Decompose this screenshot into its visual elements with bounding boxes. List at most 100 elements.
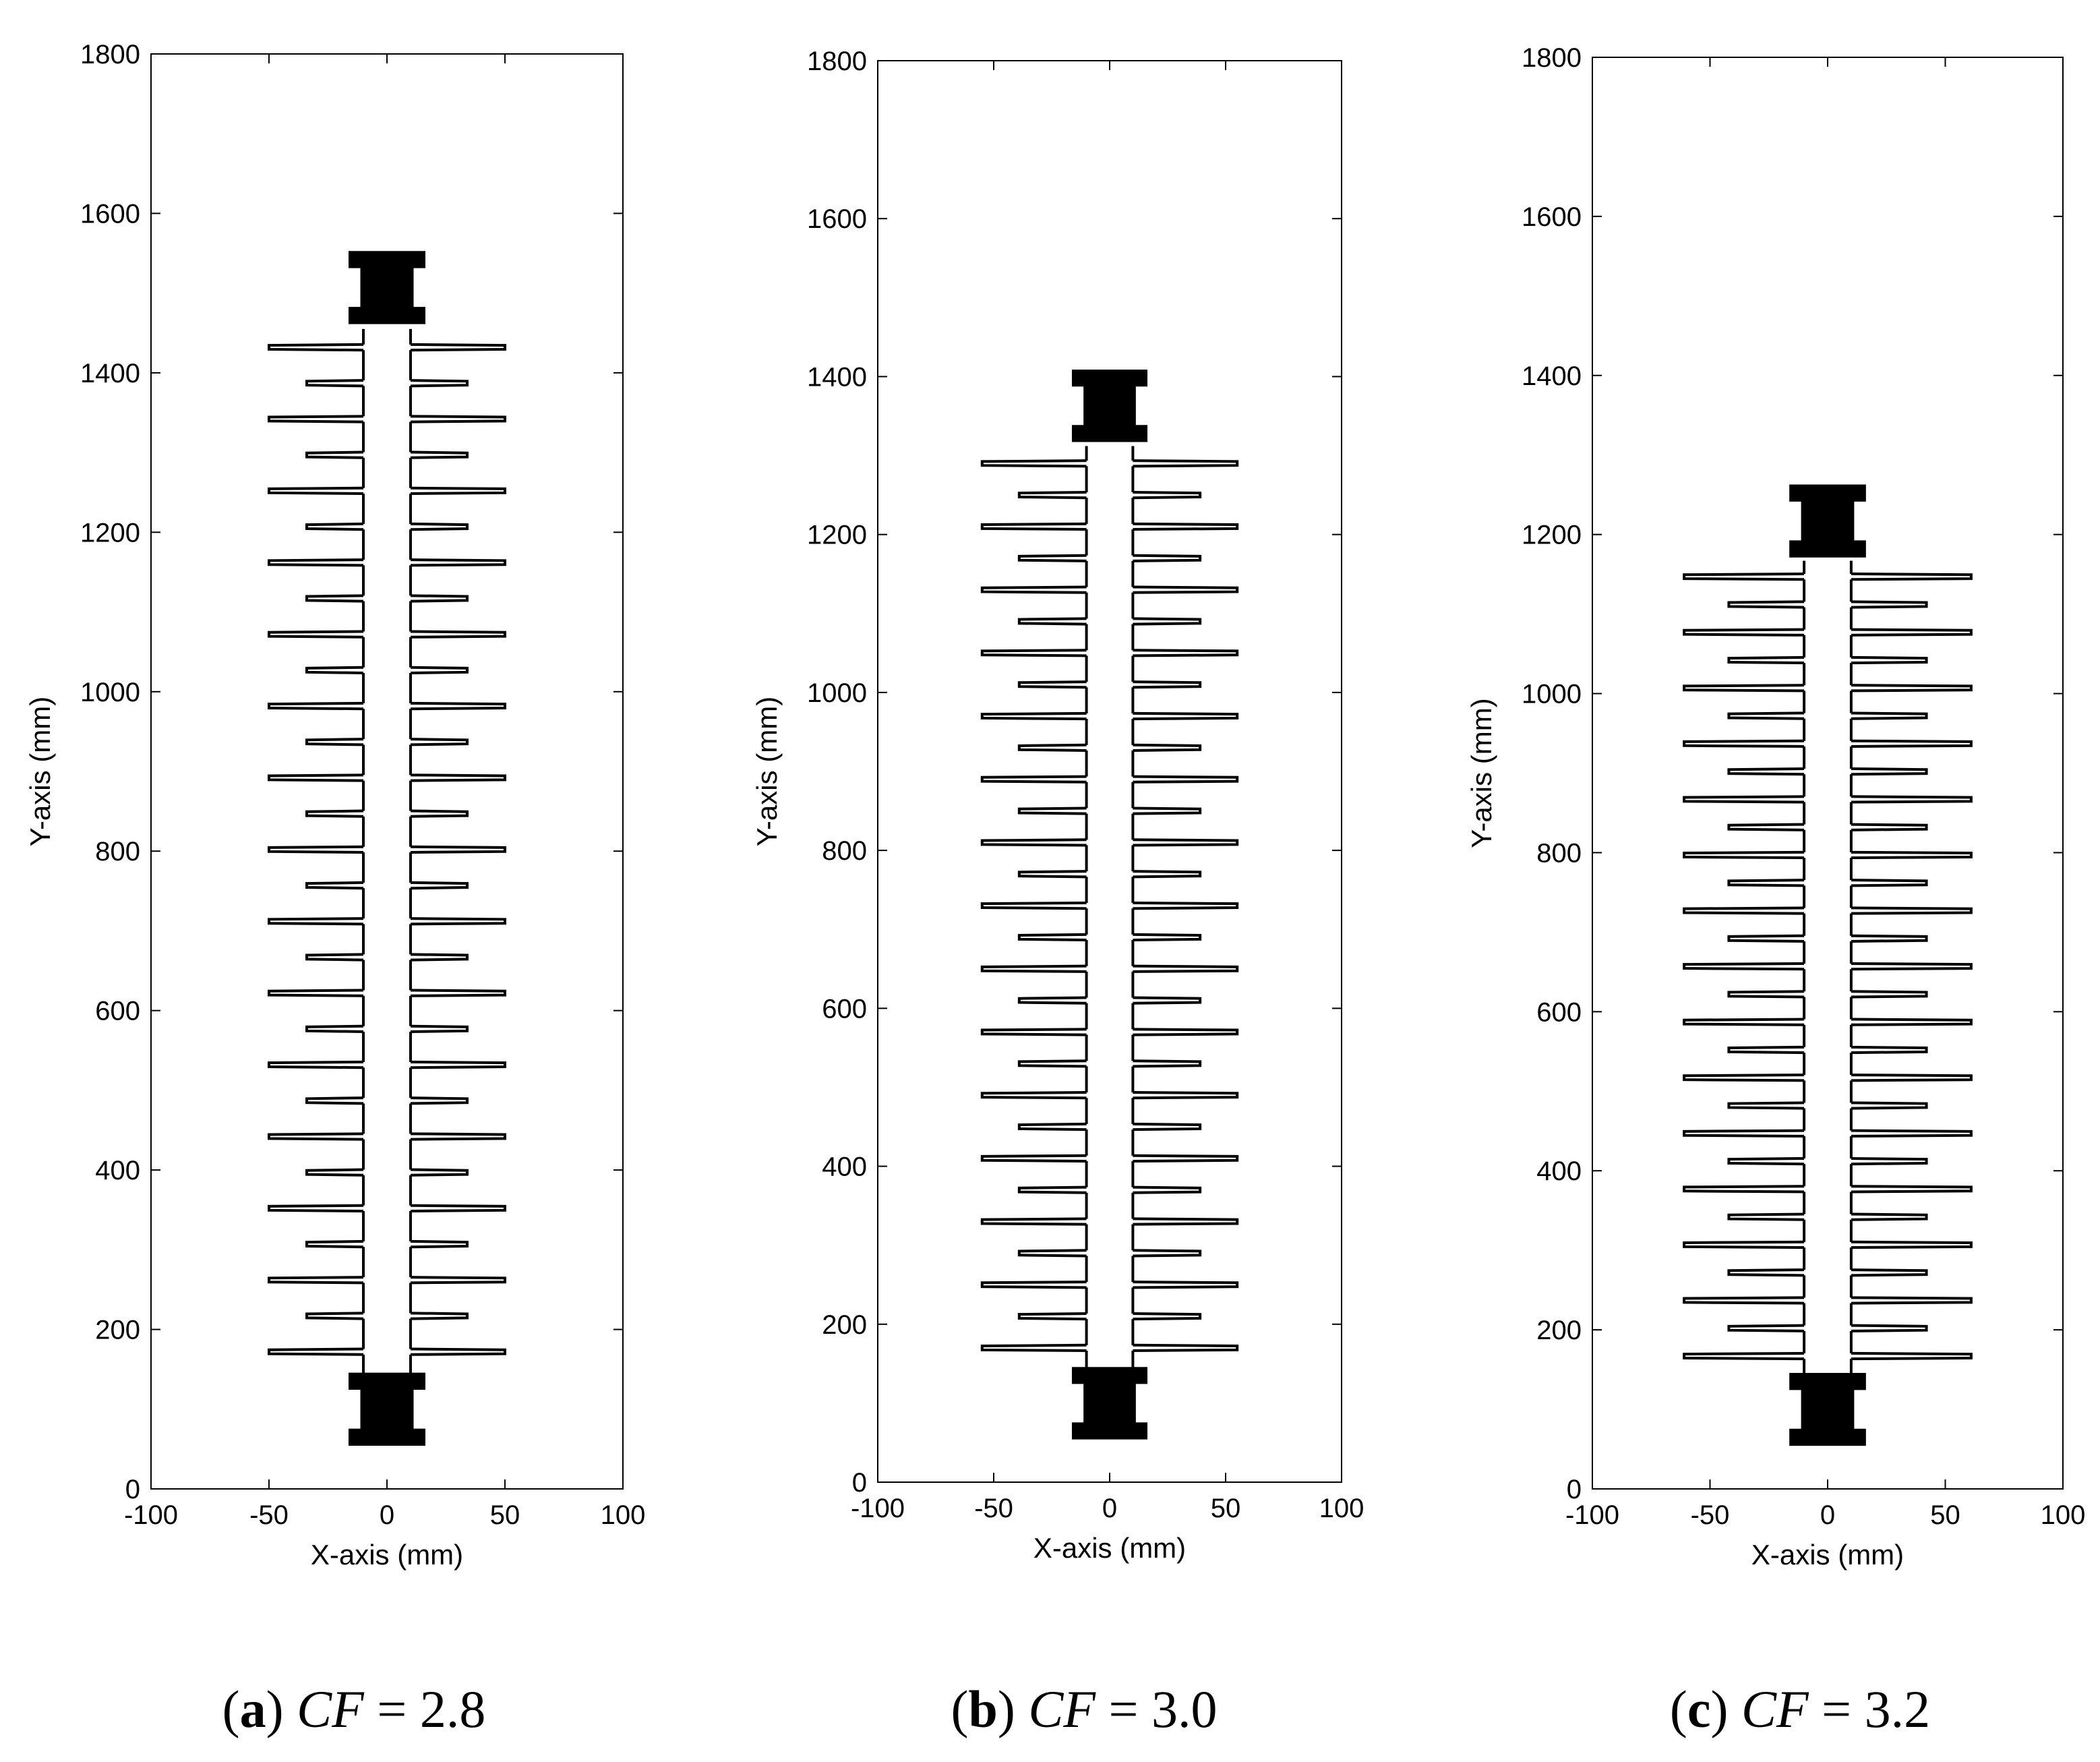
- small-shed-left: [1727, 767, 1805, 776]
- large-shed-left: [1683, 1296, 1805, 1305]
- y-tick-label: 1800: [80, 40, 140, 69]
- y-tick-label: 600: [822, 994, 867, 1024]
- large-shed-right: [1851, 1296, 1973, 1305]
- small-shed-right: [410, 738, 469, 746]
- x-tick-label: 0: [1102, 1494, 1117, 1523]
- small-shed-left: [1017, 1122, 1087, 1132]
- small-shed-left: [1727, 879, 1805, 887]
- large-shed-left: [1683, 628, 1805, 637]
- small-shed-left: [1727, 711, 1805, 720]
- small-shed-right: [410, 1168, 469, 1177]
- small-shed-right: [410, 1096, 469, 1105]
- large-shed-right: [1851, 1018, 1973, 1026]
- large-shed-left: [1683, 906, 1805, 915]
- small-shed-right: [1133, 1312, 1202, 1321]
- small-shed-left: [305, 666, 364, 674]
- large-shed-left: [980, 838, 1087, 847]
- large-shed-left: [1683, 850, 1805, 860]
- small-shed-right: [410, 594, 469, 603]
- caption-b: (b) CF = 3.0: [951, 1680, 1218, 1738]
- large-shed-right: [1851, 795, 1973, 804]
- large-shed-right: [1133, 964, 1239, 973]
- large-shed-right: [1851, 1240, 1973, 1250]
- small-shed-right: [1851, 655, 1928, 665]
- small-shed-left: [305, 738, 364, 746]
- large-shed-left: [980, 459, 1087, 468]
- small-shed-left: [305, 522, 364, 531]
- caption-b-letter: b: [968, 1680, 998, 1738]
- x-tick-label: 50: [1211, 1494, 1241, 1523]
- large-shed-right: [1133, 585, 1239, 594]
- small-shed-right: [410, 1312, 469, 1320]
- large-shed-left: [268, 701, 364, 711]
- y-tick-label: 1800: [807, 47, 867, 76]
- bottom-end-fitting-b: [1071, 1367, 1148, 1440]
- large-shed-right: [410, 1204, 506, 1212]
- large-shed-right: [410, 343, 506, 352]
- large-shed-right: [410, 845, 506, 854]
- plot-frame-c: [1592, 57, 2064, 1490]
- small-shed-left: [1017, 996, 1087, 1005]
- small-shed-left: [1727, 600, 1805, 609]
- x-axis-label-b: X-axis (mm): [1033, 1532, 1186, 1564]
- small-shed-right: [410, 881, 469, 890]
- large-shed-left: [1683, 1185, 1805, 1194]
- small-shed-right: [1133, 933, 1202, 942]
- x-tick-label: -100: [851, 1494, 905, 1523]
- x-tick-label: 100: [2041, 1500, 2086, 1530]
- large-shed-right: [1133, 522, 1239, 531]
- large-shed-left: [268, 989, 364, 997]
- large-shed-left: [268, 630, 364, 639]
- y-tick-label: 400: [1536, 1156, 1582, 1186]
- y-tick-label: 200: [822, 1310, 867, 1340]
- top-end-fitting-c: [1789, 484, 1866, 558]
- large-shed-right: [410, 630, 506, 639]
- panel-a: -100 -50 0 50 100020040060080010001200140016…: [24, 40, 645, 1570]
- large-shed-left: [1683, 1018, 1805, 1026]
- large-shed-left: [1683, 962, 1805, 971]
- large-shed-left: [1683, 795, 1805, 804]
- y-tick-label: 800: [822, 836, 867, 866]
- x-tick-label: -50: [1691, 1500, 1730, 1530]
- x-axis-label-c: X-axis (mm): [1751, 1539, 1904, 1570]
- y-tick-label: 1200: [1522, 521, 1582, 550]
- y-tick-label: 400: [822, 1152, 867, 1182]
- large-shed-right: [1133, 1281, 1239, 1289]
- large-shed-left: [268, 558, 364, 567]
- y-tick-label: 1600: [1522, 202, 1582, 232]
- small-shed-right: [410, 379, 469, 388]
- small-shed-left: [1017, 743, 1087, 752]
- small-shed-left: [305, 1096, 364, 1105]
- caption-row: (a) CF = 2.8 (b) CF = 3.0 (c) CF = 3.2: [0, 1679, 2100, 1753]
- small-shed-right: [1851, 600, 1928, 609]
- small-shed-left: [305, 1239, 364, 1249]
- y-axis-label-c: Y-axis (mm): [1466, 698, 1497, 848]
- small-shed-right: [410, 1024, 469, 1033]
- large-shed-left: [1683, 684, 1805, 693]
- small-shed-right: [1133, 1249, 1202, 1258]
- bottom-end-fitting-a: [349, 1372, 425, 1446]
- small-shed-left: [305, 1024, 364, 1033]
- small-shed-left: [1017, 870, 1087, 879]
- caption-c: (c) CF = 3.2: [1669, 1680, 1931, 1738]
- small-shed-right: [410, 522, 469, 531]
- small-shed-right: [1133, 806, 1202, 815]
- large-shed-left: [980, 901, 1087, 910]
- small-shed-right: [1851, 767, 1928, 776]
- small-shed-left: [1017, 806, 1087, 815]
- caption-c-equals: =: [1822, 1680, 1852, 1738]
- caption-a-value: 2.8: [419, 1680, 486, 1738]
- y-tick-label: 1600: [807, 204, 867, 234]
- small-shed-left: [1727, 1101, 1805, 1110]
- small-shed-right: [1851, 1045, 1928, 1055]
- small-shed-left: [1727, 1212, 1805, 1221]
- large-shed-left: [980, 964, 1087, 973]
- insulator-profile-c: [1683, 560, 1973, 1374]
- large-shed-left: [1683, 1240, 1805, 1250]
- x-axis-label-a: X-axis (mm): [311, 1539, 463, 1570]
- large-shed-right: [1133, 1154, 1239, 1163]
- large-shed-right: [410, 989, 506, 997]
- small-shed-right: [1851, 1212, 1928, 1221]
- y-tick-label: 400: [95, 1156, 140, 1185]
